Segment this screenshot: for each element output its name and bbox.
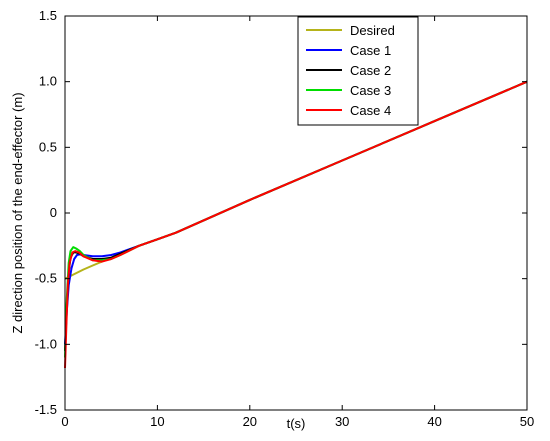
legend-label-case-2: Case 2: [350, 63, 391, 78]
y-axis-label: Z direction position of the end-effector…: [10, 92, 25, 333]
x-tick-label: 50: [520, 414, 534, 429]
legend-label-case-3: Case 3: [350, 83, 391, 98]
series-group: [64, 80, 528, 369]
x-tick-label: 10: [150, 414, 164, 429]
ticks-group: 0 10 20 30 40 50 -1.5 -1.0 -0.5 0 0.5 1.0 1.5: [35, 8, 535, 429]
x-tick-label: 0: [61, 414, 68, 429]
y-tick-label: -1.0: [35, 336, 57, 351]
y-tick-label: 1.5: [39, 8, 57, 23]
x-axis-label: t(s): [287, 416, 306, 431]
x-tick-label: 40: [427, 414, 441, 429]
y-tick-label: -1.5: [35, 402, 57, 417]
series-line-case-4: [64, 80, 528, 369]
legend-label-case-1: Case 1: [350, 43, 391, 58]
legend-label-desired: Desired: [350, 23, 395, 38]
y-tick-label: 0.5: [39, 139, 57, 154]
x-tick-label: 20: [243, 414, 257, 429]
y-tick-label: 0: [50, 205, 57, 220]
y-tick-label: 1.0: [39, 74, 57, 89]
x-tick-label: 30: [335, 414, 349, 429]
legend: Desired Case 1 Case 2 Case 3 Case 4: [297, 16, 419, 126]
y-tick-label: -0.5: [35, 271, 57, 286]
legend-label-case-4: Case 4: [350, 103, 391, 118]
